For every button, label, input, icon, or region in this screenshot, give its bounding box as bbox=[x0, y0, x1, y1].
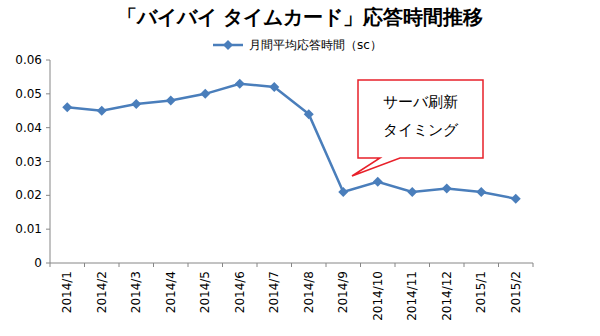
x-tick bbox=[498, 263, 499, 267]
x-tick bbox=[153, 263, 154, 267]
x-tick bbox=[429, 263, 430, 267]
y-tick-label: 0.04 bbox=[15, 121, 42, 135]
marker bbox=[407, 187, 417, 197]
title: 「バイバイ タイムカード」応答時間推移 bbox=[117, 5, 484, 29]
marker bbox=[200, 89, 210, 99]
x-tick bbox=[50, 263, 51, 267]
x-tick-label: 2015/2 bbox=[509, 271, 523, 313]
legend-label: 月間平均応答時間（sc） bbox=[249, 38, 382, 52]
marker bbox=[131, 99, 141, 109]
plot-area bbox=[62, 79, 521, 204]
y-tick-label: 0.06 bbox=[15, 53, 42, 67]
y-tick-label: 0.02 bbox=[15, 188, 42, 202]
x-tick bbox=[395, 263, 396, 267]
x-tick bbox=[84, 263, 85, 267]
legend-marker bbox=[223, 40, 233, 50]
x-tick-label: 2014/11 bbox=[405, 271, 419, 321]
annotation: タイミング bbox=[383, 121, 459, 139]
x-tick bbox=[326, 263, 327, 267]
x-tick bbox=[360, 263, 361, 267]
y-tick bbox=[46, 93, 50, 94]
x-tick bbox=[291, 263, 292, 267]
marker bbox=[97, 106, 107, 116]
annotation: サーバ刷新 bbox=[383, 93, 458, 111]
y-tick-label: 0.05 bbox=[15, 87, 42, 101]
y-tick bbox=[46, 60, 50, 61]
y-tick-label: 0 bbox=[34, 256, 42, 270]
y-tick bbox=[46, 263, 50, 264]
x-tick-label: 2014/10 bbox=[371, 271, 385, 321]
x-tick-label: 2014/3 bbox=[129, 271, 143, 313]
marker bbox=[338, 187, 348, 197]
x-tick-label: 2014/1 bbox=[60, 271, 74, 313]
marker bbox=[304, 109, 314, 119]
marker bbox=[62, 102, 72, 112]
y-tick bbox=[46, 229, 50, 230]
x-tick-label: 2014/7 bbox=[267, 271, 281, 313]
y-tick bbox=[46, 195, 50, 196]
x-tick bbox=[257, 263, 258, 267]
x-tick-label: 2014/5 bbox=[198, 271, 212, 313]
x-tick-label: 2014/9 bbox=[336, 271, 350, 313]
x-tick bbox=[188, 263, 189, 267]
marker bbox=[373, 177, 383, 187]
chart: 「バイバイ タイムカード」応答時間推移 0 0.01 0.02 0.03 0.04 0.05… bbox=[0, 0, 600, 336]
x-tick bbox=[464, 263, 465, 267]
x-tick-label: 2014/8 bbox=[302, 271, 316, 313]
y-axis bbox=[50, 60, 51, 263]
marker bbox=[235, 79, 245, 89]
x-tick bbox=[119, 263, 120, 267]
x-tick-label: 2014/2 bbox=[95, 271, 109, 313]
y-tick bbox=[46, 161, 50, 162]
marker bbox=[269, 82, 279, 92]
marker bbox=[442, 184, 452, 194]
marker bbox=[511, 194, 521, 204]
x-tick-label: 2014/4 bbox=[164, 271, 178, 313]
x-tick-label: 2014/12 bbox=[440, 271, 454, 321]
marker bbox=[476, 187, 486, 197]
marker bbox=[166, 96, 176, 106]
x-tick bbox=[222, 263, 223, 267]
x-tick bbox=[533, 263, 534, 267]
x-tick-label: 2015/1 bbox=[474, 271, 488, 313]
x-tick-label: 2014/6 bbox=[233, 271, 247, 313]
y-tick-label: 0.01 bbox=[15, 222, 42, 236]
callout bbox=[352, 80, 483, 176]
y-tick-label: 0.03 bbox=[15, 155, 42, 169]
y-tick bbox=[46, 127, 50, 128]
